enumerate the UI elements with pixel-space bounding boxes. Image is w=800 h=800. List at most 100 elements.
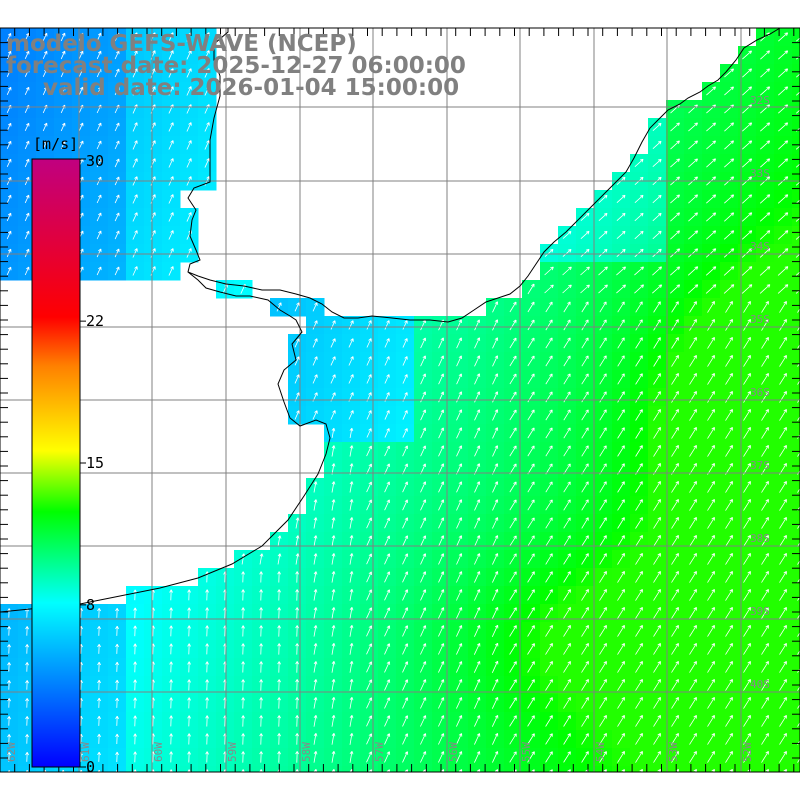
wind-arrow (402, 535, 409, 547)
wind-cell (234, 766, 253, 772)
wind-arrow (384, 320, 390, 330)
wind-arrow (132, 122, 138, 132)
longitude-label: 61W (79, 742, 92, 762)
wind-arrow (473, 642, 481, 655)
wind-arrow (688, 158, 698, 168)
wind-cell (792, 208, 800, 227)
wind-arrow (114, 122, 120, 132)
wind-arrow (349, 643, 354, 655)
wind-arrow (6, 194, 12, 204)
wind-arrow (653, 391, 661, 403)
wind-arrow (688, 122, 698, 132)
wind-arrow (277, 697, 281, 709)
wind-arrow (402, 571, 409, 583)
wind-arrow (24, 230, 30, 240)
wind-arrow (331, 499, 336, 511)
wind-arrow (492, 517, 499, 529)
wind-arrow (616, 230, 626, 239)
wind-cell (450, 766, 469, 772)
wind-arrow (456, 409, 463, 421)
wind-arrow (313, 661, 318, 673)
wind-arrow (563, 355, 571, 367)
wind-arrow (549, 769, 553, 772)
wind-arrow (725, 355, 733, 367)
wind-arrow (169, 625, 173, 637)
wind-arrow (331, 733, 336, 745)
wind-arrow (725, 427, 733, 439)
wind-arrow (456, 625, 463, 637)
wind-arrow (402, 445, 408, 457)
wind-vector-field (6, 32, 800, 772)
wind-arrow (402, 679, 409, 691)
wind-arrow (204, 50, 210, 60)
wind-arrow (743, 733, 751, 745)
wind-arrow (133, 607, 137, 619)
wind-arrow (527, 319, 535, 331)
wind-arrow (635, 661, 643, 673)
wind-arrow (474, 391, 481, 403)
wind-arrow (707, 499, 715, 511)
wind-arrow (402, 589, 409, 601)
wind-arrow (133, 715, 137, 727)
wind-arrow (761, 481, 769, 493)
wind-arrow (779, 517, 787, 529)
wind-arrow (438, 535, 445, 547)
wind-arrow (509, 589, 517, 601)
wind-arrow (635, 337, 643, 349)
wind-arrow (689, 679, 697, 691)
wind-arrow (531, 769, 535, 772)
wind-arrow (349, 679, 354, 691)
wind-arrow (115, 625, 119, 636)
wind-arrow (759, 284, 771, 294)
wind-arrow (277, 733, 281, 745)
wind-arrow (725, 445, 733, 457)
wind-arrow (795, 199, 800, 204)
wind-cell (180, 766, 199, 772)
wind-arrow (707, 373, 715, 385)
wind-arrow (741, 248, 753, 258)
wind-arrow (689, 643, 697, 655)
wind-arrow (168, 86, 174, 96)
wind-arrow (652, 266, 662, 276)
wind-arrow (761, 445, 769, 457)
wind-arrow (438, 373, 444, 385)
wind-arrow (779, 733, 787, 745)
wind-arrow (598, 266, 608, 276)
wind-arrow (689, 553, 697, 565)
wind-cell (792, 352, 800, 371)
wind-arrow (7, 698, 11, 708)
wind-arrow (7, 626, 11, 636)
wind-arrow (761, 319, 769, 331)
wind-arrow (711, 769, 715, 772)
wind-arrow (563, 751, 571, 763)
wind-arrow (456, 445, 463, 457)
wind-arrow (759, 212, 771, 222)
wind-arrow (545, 733, 553, 745)
wind-arrow (456, 661, 463, 673)
wind-arrow (563, 715, 571, 727)
wind-arrow (599, 391, 607, 403)
wind-arrow (671, 319, 679, 331)
wind-arrow (653, 301, 661, 313)
wind-arrow (133, 697, 137, 709)
wind-arrow (402, 481, 408, 493)
longitude-label: 52W (741, 742, 754, 762)
wind-arrow (96, 212, 102, 222)
wind-arrow (169, 733, 173, 745)
wind-arrow (562, 266, 572, 276)
wind-arrow (545, 409, 553, 421)
wind-arrow (349, 571, 354, 583)
wind-arrow (349, 697, 354, 709)
wind-arrow (545, 427, 553, 439)
wind-arrow (277, 589, 281, 601)
wind-arrow (653, 337, 661, 349)
wind-arrow (133, 661, 137, 673)
wind-arrow (742, 158, 753, 168)
wind-arrow (348, 374, 354, 384)
wind-arrow (777, 266, 789, 276)
wind-arrow (349, 481, 354, 493)
wind-arrow (616, 266, 626, 276)
wind-arrow (456, 607, 463, 619)
wind-arrow (186, 158, 192, 168)
wind-arrow (634, 266, 644, 276)
